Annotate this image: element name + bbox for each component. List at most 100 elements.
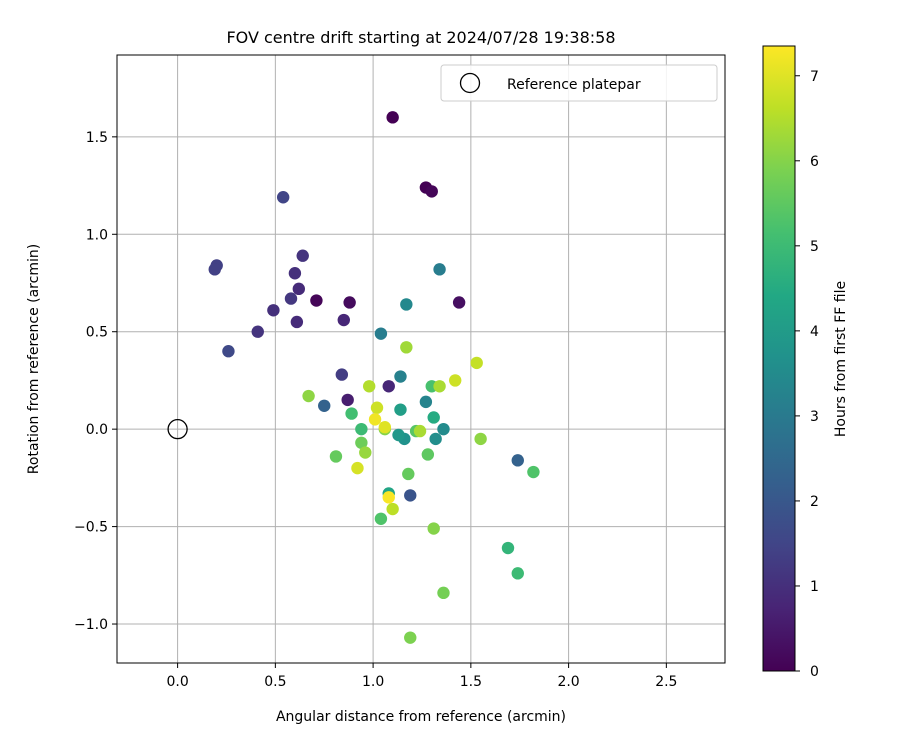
legend: Reference platepar [440,64,718,102]
x-tick-label: 1.5 [460,674,482,690]
data-point [427,522,440,535]
colorbar-label: Hours from first FF file [833,281,849,437]
data-point [355,436,368,449]
data-point [208,263,221,276]
chart-title: FOV centre drift starting at 2024/07/28 … [226,28,615,47]
data-point [351,461,364,475]
data-point [362,380,376,393]
data-point [292,282,306,296]
data-point [437,422,450,436]
y-axis-ticks: −1.0 −0.5 0.0 0.5 1.0 1.5 [74,130,117,633]
data-point [359,446,372,459]
data-point [394,403,407,416]
y-tick-label: −0.5 [74,520,108,536]
data-point [425,185,438,198]
data-point [368,413,382,426]
data-point [392,428,405,442]
data-point [511,567,524,580]
grid-lines [117,55,725,663]
data-point [374,327,388,340]
data-point [302,389,315,403]
data-point [345,407,358,420]
colorbar-tick-label: 6 [810,154,819,170]
data-point [378,421,392,434]
plot-area: 0.0 0.5 1.0 1.5 2.0 2.5 −1.0 −0.5 0.0 0.5 1.0 1.5 [74,54,726,690]
data-point [437,586,450,600]
data-point [474,432,487,446]
x-axis-label: Angular distance from reference (arcmin) [276,709,566,725]
data-point [341,393,354,407]
data-point [382,380,395,393]
x-tick-label: 1.0 [362,674,384,690]
data-point [382,491,395,504]
data-point [394,370,407,383]
colorbar: 0 1 2 3 4 5 6 7 Hours from first FF file [762,45,849,680]
y-axis-label: Rotation from reference (arcmin) [26,244,42,474]
data-point [386,502,399,516]
y-tick-label: 1.0 [86,227,108,243]
data-point [329,450,343,463]
data-point [511,454,524,467]
data-point [433,263,446,276]
data-point [427,411,440,424]
data-point [452,296,466,309]
data-point [276,191,290,204]
data-point [318,399,331,412]
data-point [449,374,462,387]
legend-entry-label: Reference platepar [507,77,641,93]
data-point [296,249,309,262]
reference-marker-layer [167,419,188,440]
data-point [404,631,417,644]
y-tick-label: 1.5 [86,130,108,146]
colorbar-tick-label: 2 [810,494,819,510]
data-point [419,395,433,409]
legend-reference-marker-icon [459,72,481,94]
data-point [386,111,399,124]
x-axis-ticks: 0.0 0.5 1.0 1.5 2.0 2.5 [166,663,677,690]
colorbar-gradient [762,45,796,672]
data-point [413,424,427,438]
data-point [355,422,368,436]
data-point [267,304,280,317]
data-point [290,315,304,329]
x-tick-label: 0.5 [264,674,286,690]
x-tick-label: 2.5 [655,674,677,690]
data-point [374,512,388,525]
data-point [433,380,446,393]
y-tick-label: 0.0 [86,422,108,438]
data-point [501,541,515,555]
colorbar-tick-label: 5 [810,239,819,255]
data-points [208,111,540,644]
y-tick-label: 0.5 [86,325,108,341]
data-point [370,401,384,414]
colorbar-tick-label: 3 [810,409,819,425]
data-point [310,294,323,307]
data-point [429,432,442,446]
data-point [284,292,298,305]
colorbar-tick-label: 4 [810,324,819,340]
data-point [337,313,350,327]
plot-frame [116,54,726,664]
data-point [404,489,417,502]
data-point [470,356,483,370]
data-point [288,267,302,280]
data-point [402,467,415,481]
colorbar-ticks: 0 1 2 3 4 5 6 7 [795,69,819,680]
y-tick-label: −1.0 [74,617,108,633]
data-point [527,465,540,479]
data-point [421,448,435,461]
colorbar-tick-label: 1 [810,579,819,595]
colorbar-tick-label: 7 [810,69,819,85]
x-tick-label: 0.0 [166,674,188,690]
data-point [251,325,264,338]
data-point [400,341,413,354]
x-tick-label: 2.0 [557,674,579,690]
legend-box [440,64,718,102]
data-point [400,298,413,311]
reference-platepar-marker [167,419,188,440]
data-point [222,345,235,358]
colorbar-tick-label: 0 [810,664,819,680]
data-point [343,296,356,309]
data-point [335,368,349,381]
